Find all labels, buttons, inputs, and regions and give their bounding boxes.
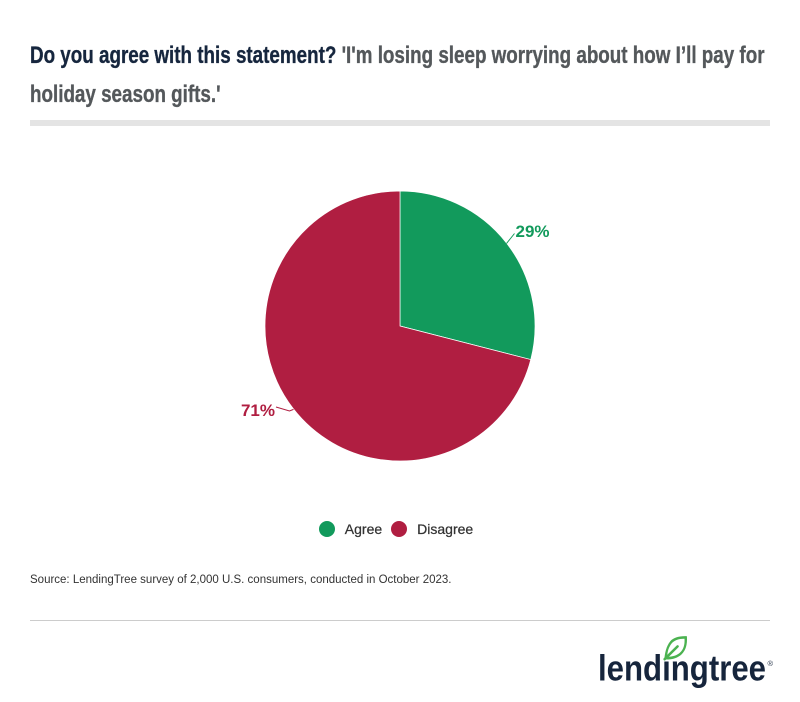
svg-text:lendıngtree: lendıngtree xyxy=(598,648,766,689)
svg-text:®: ® xyxy=(768,659,774,668)
svg-text:71%: 71% xyxy=(241,401,275,420)
svg-text:29%: 29% xyxy=(516,222,550,241)
